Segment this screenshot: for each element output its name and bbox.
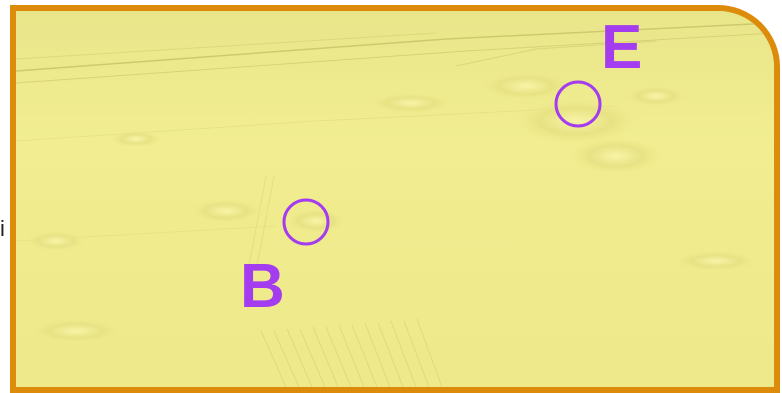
side-label: i: [0, 216, 5, 241]
terrain-map[interactable]: E B: [10, 5, 780, 393]
marker-b-label: B: [240, 252, 285, 321]
terrain-relief: E B: [16, 11, 774, 387]
marker-e-label: E: [601, 13, 642, 82]
terrain-features: [26, 72, 756, 343]
marker-e-circle[interactable]: [554, 80, 602, 128]
field-furrows: [247, 175, 443, 387]
marker-b-circle[interactable]: [282, 198, 330, 246]
ridge-lines: [16, 22, 774, 242]
